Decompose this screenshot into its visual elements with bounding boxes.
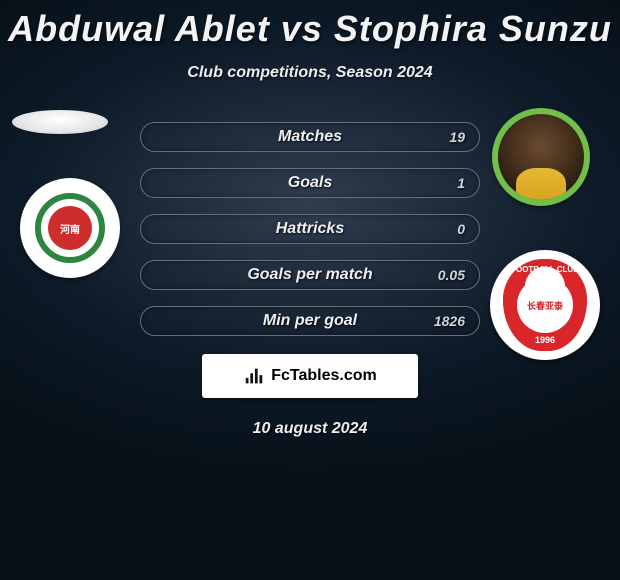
stat-rows: Matches 19 Goals 1 Hattricks 0 Goals per… <box>140 122 480 336</box>
stat-label: Matches <box>278 128 342 146</box>
club2-center-text: 长春亚泰 <box>527 299 563 312</box>
bar-chart-icon <box>243 365 265 387</box>
date-text: 10 august 2024 <box>0 420 620 438</box>
stat-label: Min per goal <box>263 312 357 330</box>
player2-avatar <box>492 108 590 206</box>
stat-label: Goals <box>288 174 332 192</box>
stat-row: Goals per match 0.05 <box>140 260 480 290</box>
stat-row: Goals 1 <box>140 168 480 198</box>
stat-right-value: 19 <box>449 129 465 145</box>
stat-right-value: 1 <box>457 175 465 191</box>
brand-link[interactable]: FcTables.com <box>202 354 418 398</box>
club2-year: 1996 <box>535 335 555 345</box>
stat-right-value: 0.05 <box>438 267 465 283</box>
stat-right-value: 0 <box>457 221 465 237</box>
stat-row: Min per goal 1826 <box>140 306 480 336</box>
page-title: Abduwal Ablet vs Stophira Sunzu <box>0 0 620 50</box>
club1-badge-inner: 河南 <box>48 206 92 250</box>
comparison-zone: 河南 FOOTBALL CLUB 长春亚泰 1996 Matches 19 Go… <box>0 122 620 336</box>
player1-club-logo: 河南 <box>20 178 120 278</box>
stat-row: Matches 19 <box>140 122 480 152</box>
player1-avatar <box>12 110 108 134</box>
stat-label: Hattricks <box>276 220 344 238</box>
club2-top-text: FOOTBALL CLUB <box>511 265 579 274</box>
brand-text: FcTables.com <box>271 367 377 385</box>
stat-right-value: 1826 <box>434 313 465 329</box>
stat-row: Hattricks 0 <box>140 214 480 244</box>
player2-club-logo: FOOTBALL CLUB 长春亚泰 1996 <box>490 250 600 360</box>
subtitle: Club competitions, Season 2024 <box>0 64 620 82</box>
stat-label: Goals per match <box>247 266 372 284</box>
